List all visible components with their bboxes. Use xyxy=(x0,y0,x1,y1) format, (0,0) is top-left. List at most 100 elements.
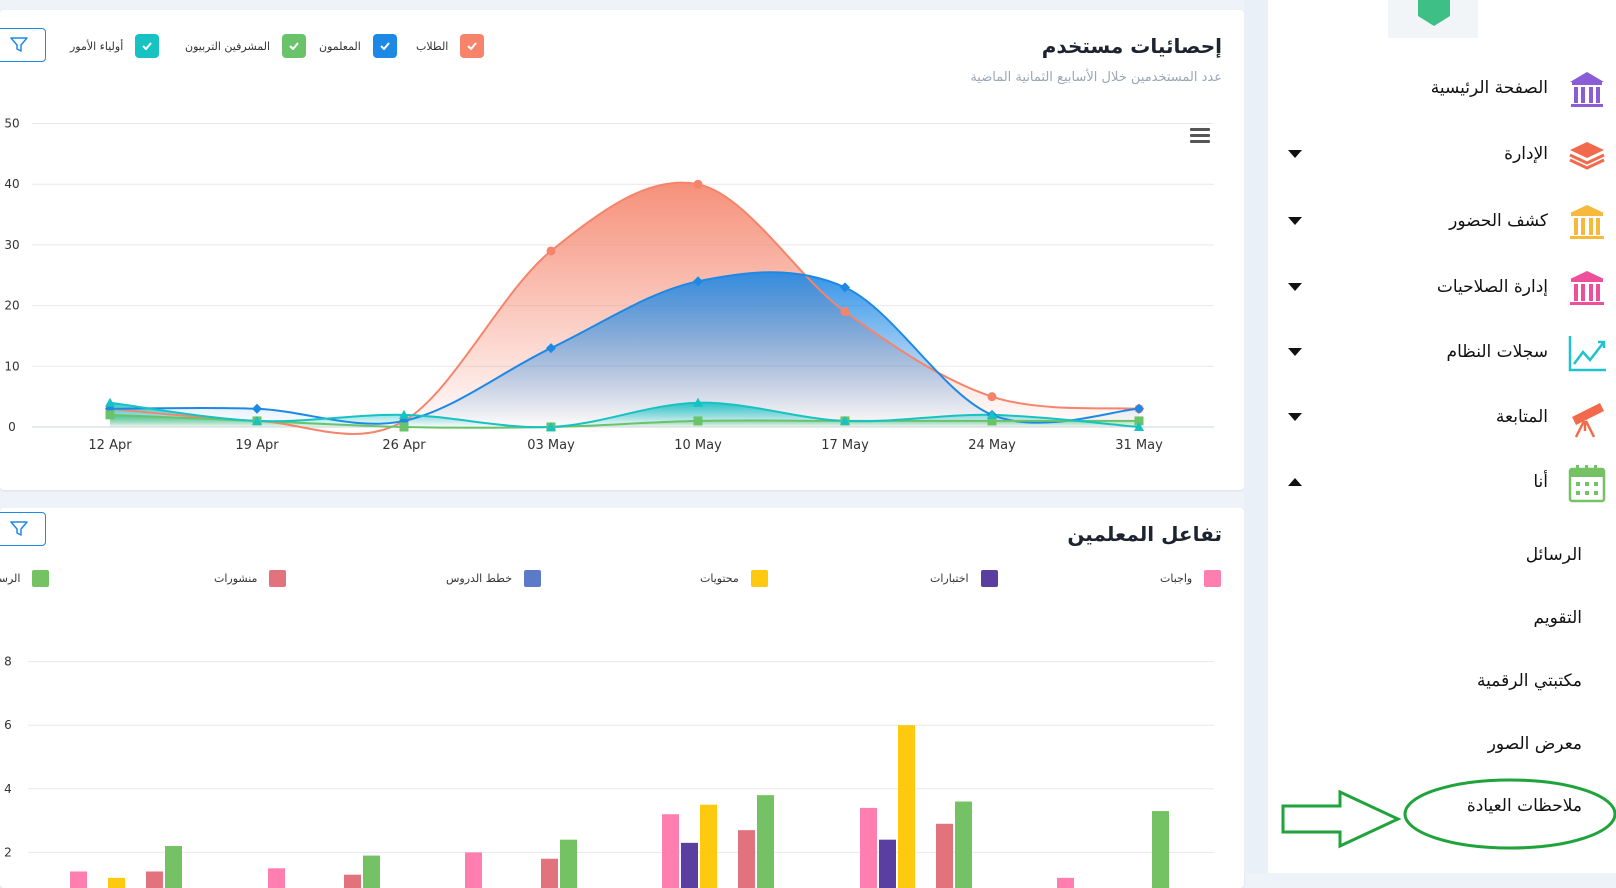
y-tick-label: 0 xyxy=(8,420,16,434)
home-columns-icon xyxy=(1570,72,1604,107)
x-tick-label: 10 May xyxy=(674,438,722,453)
bar xyxy=(898,725,915,888)
bar xyxy=(955,801,972,888)
sidebar-item-follow-up[interactable]: المتابعة xyxy=(1268,393,1616,443)
checkbox-checked-icon xyxy=(282,34,307,58)
data-point xyxy=(1134,403,1144,414)
sidebar-item-permissions[interactable]: إدارة الصلاحيات xyxy=(1268,263,1616,313)
legend-label: اختبارات xyxy=(930,572,969,585)
bar xyxy=(363,855,380,888)
x-tick-label: 17 May xyxy=(821,438,869,453)
legend-item-supervisors[interactable]: المشرفين التربيون xyxy=(185,34,307,58)
sidebar-item-system-logs[interactable]: سجلات النظام xyxy=(1268,328,1616,378)
caret-down-icon xyxy=(1288,150,1302,158)
layers-icon xyxy=(1569,142,1605,170)
teacher-interaction-title: تفاعل المعلمين xyxy=(1067,522,1222,546)
sidebar-item-me[interactable]: أنا xyxy=(1268,458,1616,508)
sidebar-subitem-digital-library[interactable]: مكتبتي الرقمية xyxy=(1477,671,1582,691)
bar xyxy=(560,839,577,888)
data-point xyxy=(693,397,703,407)
y-tick-label: 10 xyxy=(4,359,19,373)
legend-item-contents[interactable]: محتويات xyxy=(700,570,768,587)
teacher-interaction-chart: 2 4 6 8 xyxy=(4,655,1214,888)
y-tick-label: 40 xyxy=(4,177,19,191)
legend-swatch xyxy=(524,570,541,587)
legend-label: الطلاب xyxy=(416,39,449,53)
series-line xyxy=(109,271,1140,425)
legend-label: واجبات xyxy=(1160,572,1193,585)
sidebar-item-label: كشف الحضور xyxy=(1449,211,1548,231)
legend-item-parents[interactable]: أولياء الأمور xyxy=(70,34,160,58)
bar xyxy=(70,871,87,888)
sidebar-item-home[interactable]: الصفحة الرئيسية xyxy=(1268,64,1616,114)
data-point xyxy=(987,409,997,419)
legend-swatch xyxy=(269,570,287,587)
user-stats-subtitle: عدد المستخدمين خلال الأسابيع الثمانية ال… xyxy=(970,70,1222,85)
sidebar: الصفحة الرئيسية الإدارة كشف الحضور إدارة… xyxy=(1268,0,1616,873)
data-point xyxy=(1134,416,1144,426)
sidebar-subitem-photo-gallery[interactable]: معرض الصور xyxy=(1487,734,1582,754)
bar xyxy=(1152,811,1169,888)
sidebar-subitem-calendar[interactable]: التقويم xyxy=(1533,608,1582,628)
sidebar-item-label: إدارة الصلاحيات xyxy=(1436,277,1548,297)
x-tick-label: 31 May xyxy=(1115,438,1163,453)
bar xyxy=(681,842,698,888)
sidebar-item-label: المتابعة xyxy=(1495,407,1548,427)
legend-label: المعلمون xyxy=(319,39,361,53)
y-tick-label: 50 xyxy=(4,117,19,131)
sidebar-item-administration[interactable]: الإدارة xyxy=(1268,130,1616,180)
series-area xyxy=(110,272,1139,427)
sidebar-subitem-clinic-notes[interactable]: ملاحظات العيادة xyxy=(1466,796,1582,816)
y-tick-label: 30 xyxy=(4,238,19,252)
legend-item-messages[interactable]: الرسائل xyxy=(0,570,50,587)
legend-item-homework[interactable]: واجبات xyxy=(1160,570,1222,587)
filter-icon xyxy=(10,37,28,52)
x-tick-label: 03 May xyxy=(527,438,575,453)
bar xyxy=(165,846,182,888)
teacher-interaction-card: تفاعل المعلمين واجبات اختبارات محتويات خ… xyxy=(0,508,1244,888)
logo-icon xyxy=(1388,0,1478,38)
x-tick-label: 19 Apr xyxy=(235,438,279,453)
bar xyxy=(268,868,285,888)
data-point xyxy=(987,416,997,426)
filter-button[interactable] xyxy=(0,512,46,546)
chart-menu-icon[interactable] xyxy=(1190,128,1210,143)
sidebar-item-label: سجلات النظام xyxy=(1446,342,1548,362)
legend-swatch xyxy=(750,570,768,587)
legend-item-lesson-plans[interactable]: خطط الدروس xyxy=(446,570,541,587)
legend-item-posts[interactable]: منشورات xyxy=(214,570,287,587)
bar xyxy=(662,814,679,888)
legend-item-teachers[interactable]: المعلمون xyxy=(319,34,397,58)
legend-item-students[interactable]: الطلاب xyxy=(416,34,485,58)
data-point xyxy=(840,282,850,293)
data-point xyxy=(105,410,115,420)
legend-swatch xyxy=(1204,570,1222,587)
data-point xyxy=(693,179,703,189)
filter-button[interactable] xyxy=(0,28,46,62)
y-tick-label: 20 xyxy=(4,299,19,313)
data-point xyxy=(840,415,850,425)
data-point xyxy=(987,392,997,402)
caret-down-icon xyxy=(1288,413,1302,421)
bar xyxy=(465,852,482,888)
user-stats-card: إحصائيات مستخدم عدد المستخدمين خلال الأس… xyxy=(0,10,1244,490)
sidebar-subitem-messages[interactable]: الرسائل xyxy=(1525,545,1582,565)
y-tick-label: 6 xyxy=(4,718,12,732)
calendar-icon xyxy=(1568,465,1606,503)
data-point xyxy=(252,403,262,414)
legend-swatch xyxy=(32,570,50,587)
legend-item-exams[interactable]: اختبارات xyxy=(930,570,998,587)
telescope-icon xyxy=(1572,403,1604,438)
x-tick-label: 12 Apr xyxy=(88,438,132,453)
data-point xyxy=(105,397,115,407)
bar xyxy=(860,807,877,888)
data-point xyxy=(1134,422,1144,431)
caret-down-icon xyxy=(1288,217,1302,225)
bar xyxy=(757,795,774,888)
sidebar-item-attendance[interactable]: كشف الحضور xyxy=(1268,197,1616,247)
checkbox-checked-icon xyxy=(460,34,485,58)
data-point xyxy=(546,343,556,354)
y-tick-label: 4 xyxy=(4,782,12,796)
bar xyxy=(146,871,163,888)
building-columns-icon xyxy=(1570,205,1604,239)
